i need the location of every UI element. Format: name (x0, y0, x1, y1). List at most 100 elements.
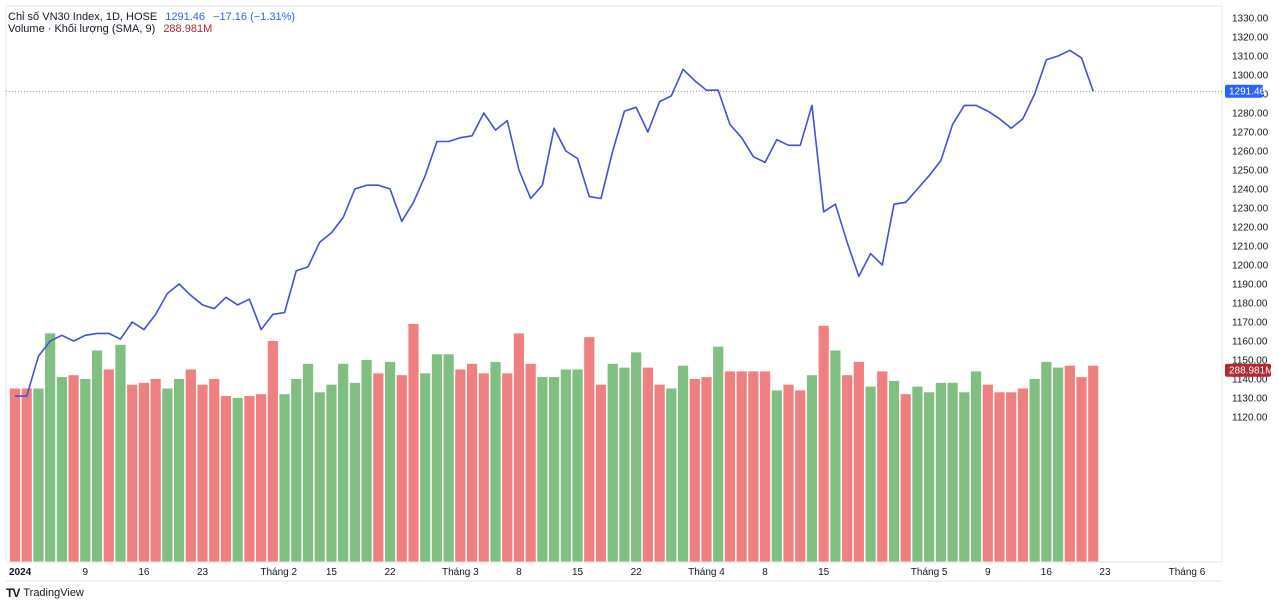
volume-bar (513, 333, 525, 562)
symbol-legend[interactable]: Chỉ số VN30 Index, 1D, HOSE 1291.46 −17.… (8, 11, 300, 23)
volume-bar (80, 379, 91, 562)
volume-bar (291, 379, 302, 562)
last-volume-badge (1225, 363, 1271, 377)
x-tick-label: 9 (83, 567, 89, 578)
volume-bar (420, 373, 431, 562)
volume-bar (1088, 365, 1099, 562)
volume-bar (607, 363, 618, 562)
volume-bar (45, 333, 56, 562)
volume-indicator-value: 288.981M (163, 23, 213, 35)
volume-bars (9, 323, 1099, 562)
x-tick-label: Tháng 4 (688, 567, 725, 578)
time-axis[interactable]: 2024 9 16 23 Tháng 2 15 22 Tháng 3 8 15 22 Tháng 4 8… (9, 567, 1206, 578)
volume-bar (502, 373, 513, 562)
volume-bar (806, 375, 818, 562)
volume-bar (1029, 379, 1040, 562)
volume-bar (947, 382, 958, 562)
volume-bar (888, 380, 900, 562)
x-tick-label: 23 (1099, 567, 1111, 578)
volume-bar (326, 384, 337, 562)
volume-bar (1006, 392, 1017, 562)
volume-bar (1017, 388, 1029, 562)
volume-bar (595, 384, 607, 562)
volume-bar (396, 375, 407, 562)
x-tick-label: Tháng 2 (260, 567, 297, 578)
volume-bar (970, 371, 982, 562)
chart-frame (5, 5, 1223, 582)
volume-bar (197, 384, 208, 562)
y-tick-label: 1330.00 (1232, 14, 1269, 25)
x-tick-label: Tháng 5 (911, 567, 948, 578)
volume-bar (865, 386, 876, 562)
volume-bar (572, 369, 583, 562)
volume-indicator-title: Volume · Khối lượng (SMA, 9) (8, 23, 156, 35)
x-tick-label: 8 (516, 567, 522, 578)
volume-bar (842, 375, 853, 562)
x-tick-label: 22 (384, 567, 396, 578)
x-tick-label: 16 (1041, 567, 1053, 578)
x-tick-label: Tháng 3 (442, 567, 479, 578)
x-tick-label: 22 (631, 567, 643, 578)
volume-bar (701, 377, 712, 562)
axis-badges: 1291.46 288.981M (1225, 84, 1273, 377)
y-tick-label: 1200.00 (1232, 261, 1269, 272)
volume-bar (384, 361, 396, 562)
volume-bar (724, 371, 736, 562)
x-tick-label: 15 (818, 567, 830, 578)
volume-bar (138, 382, 150, 562)
volume-bar (853, 361, 864, 562)
volume-bar (455, 369, 466, 562)
price-axis[interactable]: 1120.00 1130.00 1140.00 1150.00 1160.00 1170.… (1232, 14, 1269, 424)
volume-legend[interactable]: Volume · Khối lượng (SMA, 9) 288.981M (8, 23, 217, 35)
volume-bar (631, 352, 642, 562)
volume-bar (373, 373, 384, 562)
volume-bar (795, 390, 806, 562)
volume-bar (349, 382, 360, 562)
y-tick-label: 1230.00 (1232, 204, 1269, 215)
volume-bar (924, 392, 935, 562)
volume-bar (525, 363, 536, 562)
volume-bar (443, 354, 454, 562)
volume-bar (759, 371, 771, 562)
tradingview-branding[interactable]: TV TradingView (6, 586, 84, 600)
last-price-badge-label: 1291.46 (1229, 87, 1266, 98)
volume-bar (1076, 377, 1087, 562)
volume-bar (736, 371, 747, 562)
volume-bar (21, 388, 32, 562)
volume-bar (1041, 361, 1052, 562)
volume-bar (959, 392, 970, 562)
volume-bar (91, 350, 103, 562)
y-tick-label: 1260.00 (1232, 147, 1269, 158)
volume-bar (549, 377, 560, 562)
volume-bar (666, 388, 677, 562)
y-tick-label: 1250.00 (1232, 166, 1269, 177)
volume-bar (185, 369, 196, 562)
volume-bar (654, 384, 665, 562)
y-tick-label: 1170.00 (1232, 318, 1268, 329)
volume-bar (560, 369, 571, 562)
volume-bar (900, 394, 911, 562)
volume-bar (256, 394, 267, 562)
y-tick-label: 1140.00 (1232, 375, 1268, 386)
volume-bar (431, 354, 443, 562)
volume-bar (982, 384, 993, 562)
y-tick-label: 1220.00 (1232, 223, 1269, 234)
volume-bar (279, 394, 290, 562)
volume-bar (713, 346, 724, 562)
volume-bar (877, 371, 888, 562)
price-line (15, 49, 1094, 397)
volume-bar (338, 363, 349, 562)
x-tick-label: 15 (572, 567, 584, 578)
price-change-value: −17.16 (−1.31%) (213, 11, 296, 23)
volume-bar (537, 377, 548, 562)
last-volume-badge-label: 288.981M (1229, 366, 1273, 377)
last-price-value: 1291.46 (165, 11, 206, 23)
volume-bar (994, 392, 1005, 562)
x-tick-label: 8 (762, 567, 768, 578)
volume-bar (818, 325, 829, 562)
y-tick-label: 1210.00 (1232, 242, 1269, 253)
x-tick-label: 15 (326, 567, 338, 578)
y-tick-label: 1160.00 (1232, 337, 1268, 348)
volume-bar (1052, 367, 1064, 562)
